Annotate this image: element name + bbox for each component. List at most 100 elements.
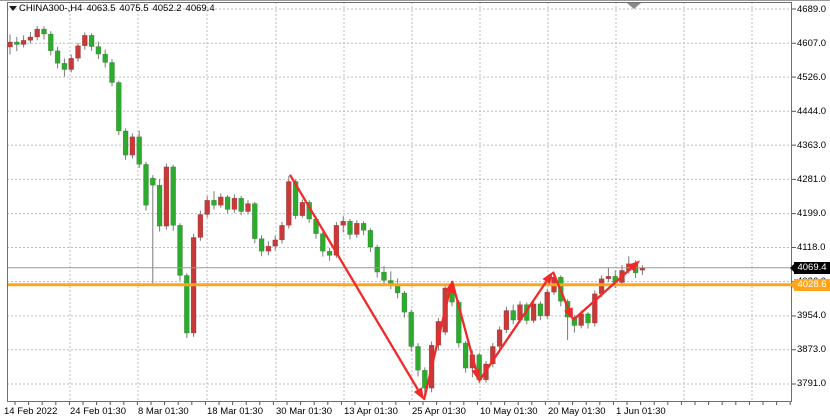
candle-body: [592, 293, 598, 324]
trend-arrow-head[interactable]: [471, 368, 481, 382]
candle-body: [333, 225, 340, 256]
candle-body: [238, 197, 244, 212]
candle-body: [462, 342, 469, 369]
trend-arrow-head[interactable]: [564, 307, 573, 321]
x-axis-label: 24 Feb 01:30: [70, 406, 126, 417]
candle-body: [422, 369, 428, 389]
y-axis-label: 3791.0: [797, 378, 827, 390]
candle-body: [537, 303, 544, 317]
candle-body: [61, 63, 68, 70]
orange-line-tag-value: 4028.6: [797, 278, 827, 290]
candle-body: [496, 329, 503, 347]
candle-body: [292, 181, 299, 216]
x-axis-label: 25 Apr 01:30: [412, 406, 466, 417]
candle-body: [116, 82, 122, 132]
trend-arrow-line[interactable]: [450, 280, 477, 370]
candle-body: [231, 197, 238, 210]
symbol-period-label: CHINA300-,H4: [19, 3, 83, 14]
candle-body: [510, 310, 516, 321]
candle-body: [75, 45, 81, 59]
candle-body: [374, 246, 380, 273]
candle-body: [381, 271, 387, 281]
candle-body: [122, 130, 129, 156]
y-axis-label: 4118.0: [797, 241, 826, 253]
candle-body: [41, 28, 47, 35]
ohlc-header: CHINA300-,H4 4063.5 4075.5 4052.2 4069.4: [19, 3, 219, 14]
candle-body: [435, 321, 442, 346]
candle-body: [544, 291, 550, 317]
x-axis-label: 20 May 01:30: [548, 406, 606, 417]
header-triangle-icon: [9, 6, 17, 11]
candle-body: [20, 40, 27, 45]
candle-body: [408, 311, 414, 347]
y-axis-label: 3954.0: [797, 310, 827, 322]
candle-body: [605, 276, 612, 280]
x-axis-label: 8 Mar 01:30: [138, 406, 189, 417]
candle-body: [8, 41, 13, 48]
candle-body: [326, 250, 333, 256]
chart-shift-marker-icon: [627, 3, 641, 9]
candle-body: [360, 222, 367, 231]
trend-arrow-head[interactable]: [444, 280, 454, 294]
candle-body: [109, 62, 115, 83]
candle-body: [68, 58, 74, 70]
candle-body: [286, 181, 292, 226]
y-axis-label: 4689.0: [797, 3, 827, 15]
candle-body: [585, 313, 591, 324]
candle-body: [258, 238, 265, 252]
current-price-tag-value: 4069.4: [797, 261, 827, 273]
candle-body: [503, 310, 510, 330]
plot-layer: [8, 3, 791, 401]
candle-body: [204, 200, 210, 215]
high-value: 4075.5: [119, 3, 149, 14]
candle-body: [150, 177, 156, 186]
y-axis-label: 4526.0: [797, 71, 827, 83]
trend-arrow-line[interactable]: [551, 271, 570, 310]
x-axis-label: 1 Jun 01:30: [616, 406, 666, 417]
y-axis-label: 4363.0: [797, 139, 827, 151]
orange-line-price-tag: 4028.6: [790, 278, 830, 291]
candle-body: [347, 220, 353, 235]
trend-arrow-line[interactable]: [422, 292, 451, 401]
y-axis-label: 4607.0: [797, 37, 827, 49]
candle-body: [95, 46, 102, 55]
candle-body: [299, 202, 306, 216]
candle-body: [136, 136, 142, 165]
y-axis-label: 4199.0: [797, 208, 827, 220]
tag-pointer: [790, 263, 794, 272]
y-axis-label: 3873.0: [797, 344, 827, 356]
trend-arrow-line[interactable]: [572, 267, 632, 321]
low-value: 4052.2: [152, 3, 182, 14]
open-value: 4063.5: [86, 3, 116, 14]
candle-body: [252, 203, 258, 239]
x-axis-label: 13 Apr 01:30: [344, 406, 398, 417]
trend-arrow-head[interactable]: [542, 271, 553, 285]
candle-body: [129, 136, 136, 156]
trend-arrow-head[interactable]: [627, 260, 640, 272]
candle-body: [401, 292, 408, 313]
candle-body: [272, 239, 278, 247]
candle-body: [530, 303, 537, 321]
candle-body: [82, 35, 88, 46]
candle-body: [163, 166, 170, 227]
x-axis-label: 14 Feb 2022: [4, 406, 58, 417]
window-top-edge: [0, 0, 830, 1]
x-axis-label: 18 Mar 01:30: [207, 406, 263, 417]
y-axis-label: 4281.0: [797, 173, 827, 185]
candle-body: [184, 275, 190, 334]
candle-body: [320, 233, 326, 252]
candle-body: [218, 196, 224, 206]
candle-body: [27, 36, 34, 41]
candle-body: [279, 225, 285, 241]
tag-pointer: [790, 280, 794, 289]
candle-body: [211, 200, 217, 206]
close-value: 4069.4: [185, 3, 215, 14]
candle-body: [265, 245, 272, 252]
candle-body: [48, 33, 54, 52]
trend-arrow-head[interactable]: [413, 387, 424, 400]
candle-body: [34, 28, 40, 38]
trend-arrow-line[interactable]: [478, 280, 548, 382]
trend-arrow-line[interactable]: [289, 174, 419, 391]
